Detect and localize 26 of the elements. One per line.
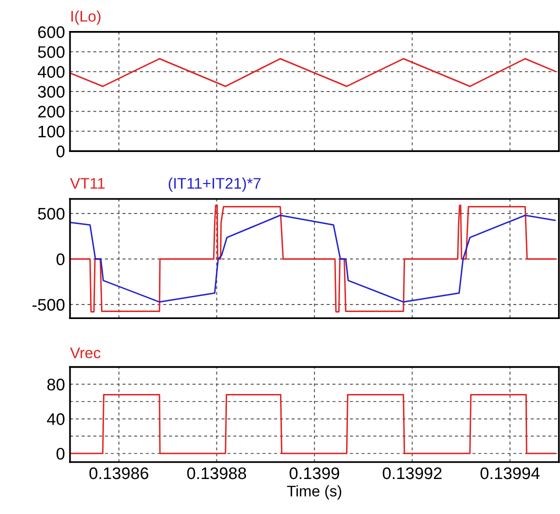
text: Vrec — [70, 348, 100, 358]
y-tick-label: 400 — [38, 66, 64, 78]
series-label: (IT11+IT21)*7 — [168, 178, 261, 192]
y-tick-label: 80 — [47, 378, 64, 390]
x-tick-label: 0.13992 — [382, 467, 442, 480]
y-tick-label: 0 — [56, 146, 64, 158]
line-series — [70, 204, 556, 312]
y-tick-label: 40 — [46, 413, 64, 426]
text: I(Lo) — [71, 10, 100, 25]
line-series — [70, 58, 556, 88]
y-tick-label: 500 — [38, 46, 64, 58]
y-tick-label: -500 — [32, 298, 64, 311]
x-tick-label: 0.13994 — [480, 467, 540, 480]
x-tick-label: 0.1399 — [290, 467, 340, 480]
y-tick-label: 200 — [38, 106, 64, 118]
x-tick-label: 0.13988 — [187, 467, 246, 480]
text: VT11 — [70, 178, 105, 189]
y-tick-label: 500 — [38, 208, 64, 220]
x-axis-title: Time (s) — [287, 485, 342, 500]
y-tick-label: 600 — [38, 26, 64, 38]
y-tick-label: 0 — [56, 448, 64, 460]
x-tick-label: 0.13986 — [89, 467, 148, 480]
y-tick-label: 300 — [38, 86, 64, 98]
line-series — [70, 214, 556, 303]
y-tick-label: 0 — [56, 253, 64, 266]
y-tick-label: 100 — [38, 126, 64, 138]
